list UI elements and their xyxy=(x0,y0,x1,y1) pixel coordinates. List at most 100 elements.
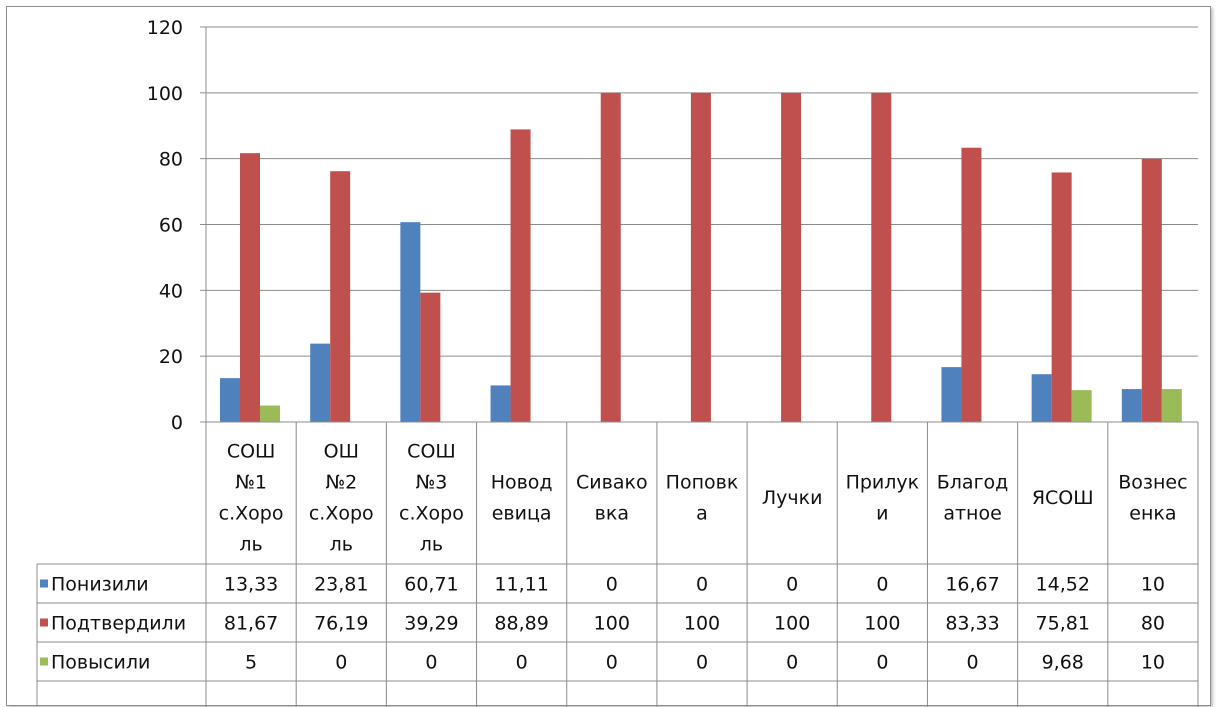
bar xyxy=(490,385,511,422)
x-category-label: Сивако вка xyxy=(576,472,648,525)
data-table-value: 0 xyxy=(876,652,888,674)
x-category-label-line: №2 xyxy=(325,472,357,494)
x-category-label-line: Вознес xyxy=(1118,472,1187,494)
x-category-label-line: Прилук xyxy=(846,472,920,494)
data-table-value: 88,89 xyxy=(494,613,548,635)
y-tick-label: 80 xyxy=(159,149,183,171)
x-category-label: Прилук и xyxy=(846,472,920,525)
chart-frame: 0 20 40 60 80 100 120 СОШ №1 с.Хоро ль ОШ №2 с.Хоро ль… xyxy=(6,6,1211,707)
data-table-value: 9,68 xyxy=(1042,652,1084,674)
legend-key xyxy=(40,618,48,627)
bar xyxy=(310,343,331,422)
x-category-label: СОШ №3 с.Хоро ль xyxy=(399,441,464,556)
y-tick-label: 0 xyxy=(171,412,183,434)
data-table-value: 100 xyxy=(774,613,810,635)
y-tick-label: 40 xyxy=(159,280,183,302)
data-table-value: 81,67 xyxy=(224,613,278,635)
x-category-label-line: Лучки xyxy=(762,487,823,509)
data-table-value: 23,81 xyxy=(314,574,368,596)
legend-key xyxy=(40,657,48,666)
x-category-label: Поповк а xyxy=(666,472,739,525)
y-tick-label: 100 xyxy=(147,83,183,105)
bar xyxy=(260,405,280,422)
x-category-label-line: Новод xyxy=(491,472,553,494)
x-category-label-line: №3 xyxy=(416,472,448,494)
y-tick-label: 20 xyxy=(159,346,183,368)
x-category-label-line: ЯСОШ xyxy=(1032,487,1094,509)
x-category-label-line: СОШ xyxy=(407,441,456,463)
data-table-value: 11,11 xyxy=(494,574,548,596)
data-table-value: 0 xyxy=(696,574,708,596)
x-category-label-line: а xyxy=(696,503,708,525)
data-table-value: 0 xyxy=(335,652,347,674)
data-table-value: 16,67 xyxy=(945,574,999,596)
x-category-label: Лучки xyxy=(762,487,823,509)
x-category-label: Новод евица xyxy=(491,472,553,525)
data-table-value: 76,19 xyxy=(314,613,368,635)
legend-series-name: Понизили xyxy=(51,574,149,596)
bar xyxy=(240,153,260,422)
data-table-value: 0 xyxy=(696,652,708,674)
x-category-label-line: евица xyxy=(492,503,552,525)
x-category-label-line: Поповк xyxy=(666,472,739,494)
data-table-value: 13,33 xyxy=(224,574,278,596)
bar xyxy=(510,129,531,422)
bar xyxy=(400,222,421,422)
legend-series-name: Подтвердили xyxy=(51,613,186,635)
bar xyxy=(1051,172,1072,422)
bar xyxy=(961,147,982,422)
data-table-value: 0 xyxy=(606,574,618,596)
x-category-label-line: ль xyxy=(420,534,443,556)
bar xyxy=(220,378,240,422)
x-category-label-line: вка xyxy=(595,503,629,525)
data-table-value: 100 xyxy=(864,613,900,635)
x-category-label-line: енка xyxy=(1129,503,1176,525)
x-category-label-line: с.Хоро xyxy=(399,503,464,525)
data-table-value: 0 xyxy=(425,652,437,674)
bar xyxy=(941,367,962,422)
data-table-value: 5 xyxy=(245,652,257,674)
data-table-value: 0 xyxy=(966,652,978,674)
x-category-label-line: ль xyxy=(239,534,262,556)
data-table-value: 0 xyxy=(786,574,798,596)
bar xyxy=(1141,158,1162,422)
data-table-value: 75,81 xyxy=(1036,613,1090,635)
bar xyxy=(600,92,621,422)
x-category-label-line: с.Хоро xyxy=(309,503,374,525)
data-table-value: 83,33 xyxy=(945,613,999,635)
x-category-label-line: ОШ xyxy=(324,441,359,463)
bar xyxy=(420,292,441,422)
data-table-value: 10 xyxy=(1141,652,1165,674)
bar xyxy=(1031,374,1052,422)
data-table-value: 0 xyxy=(516,652,528,674)
data-table-value: 100 xyxy=(684,613,720,635)
x-category-label: ЯСОШ xyxy=(1032,487,1094,509)
data-table-value: 60,71 xyxy=(404,574,458,596)
bar xyxy=(1121,389,1142,422)
x-category-label-line: Сивако xyxy=(576,472,648,494)
x-category-label: Вознес енка xyxy=(1118,472,1187,525)
data-table-value: 10 xyxy=(1141,574,1165,596)
x-category-label-line: атное xyxy=(943,503,1001,525)
bar xyxy=(1161,389,1182,422)
x-category-label: ОШ №2 с.Хоро ль xyxy=(309,441,374,556)
data-table-value: 0 xyxy=(786,652,798,674)
legend-key xyxy=(40,579,48,588)
data-table-value: 0 xyxy=(876,574,888,596)
data-table-value: 80 xyxy=(1141,613,1165,635)
data-table-value: 100 xyxy=(594,613,630,635)
bar xyxy=(1071,390,1092,422)
bar xyxy=(690,92,711,422)
data-table-value: 39,29 xyxy=(404,613,458,635)
bar xyxy=(871,92,892,422)
y-tick-label: 120 xyxy=(147,17,183,39)
x-category-label-line: №1 xyxy=(235,472,267,494)
x-category-label-line: Благод xyxy=(937,472,1009,494)
x-category-label-line: СОШ xyxy=(227,441,276,463)
x-category-label-line: ль xyxy=(330,534,353,556)
x-category-label: СОШ №1 с.Хоро ль xyxy=(219,441,284,556)
x-category-label: Благод атное xyxy=(937,472,1009,525)
bar xyxy=(330,171,351,422)
x-category-label-line: и xyxy=(876,503,888,525)
